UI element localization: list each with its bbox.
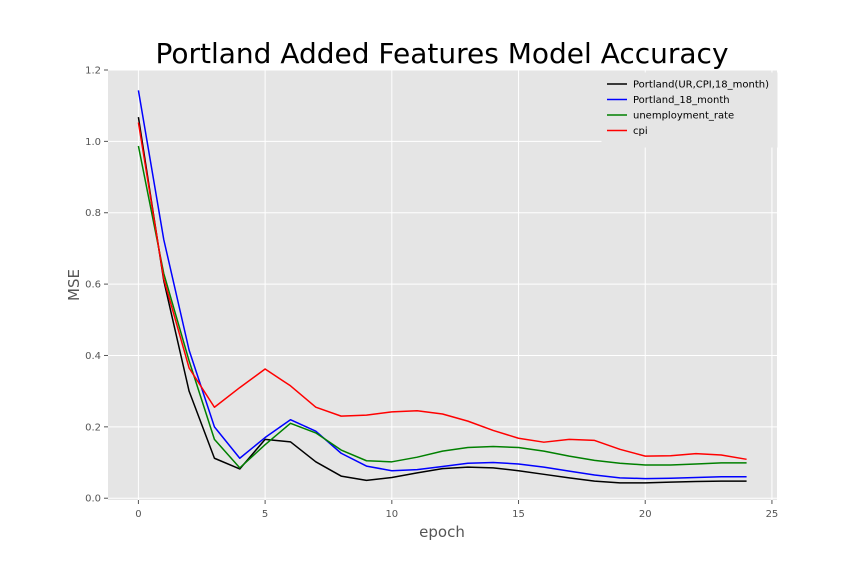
legend-label: Portland_18_month bbox=[633, 95, 730, 106]
legend-label: cpi bbox=[633, 126, 648, 137]
x-tick-label: 20 bbox=[639, 509, 652, 520]
grid bbox=[108, 69, 777, 500]
x-tick-label: 25 bbox=[766, 509, 779, 520]
y-tick-label: 1.2 bbox=[85, 66, 101, 77]
legend-label: unemployment_rate bbox=[633, 111, 734, 122]
series-lines bbox=[137, 90, 747, 484]
x-axis-label: epoch bbox=[419, 523, 465, 541]
y-tick-label: 0.0 bbox=[85, 494, 101, 505]
series-line-unemployment-rate bbox=[137, 145, 747, 469]
series-line-portland-ur-cpi-18-month bbox=[137, 116, 747, 484]
series-line-cpi bbox=[137, 122, 747, 461]
y-tick-label: 0.4 bbox=[85, 351, 101, 362]
y-tick-label: 1.0 bbox=[85, 137, 101, 148]
x-tick-label: 0 bbox=[135, 509, 141, 520]
axis-ticks: 0 5 10 15 20 25 0.0 0.2 0.4 0.6 0.8 1.0 1.2 bbox=[85, 66, 778, 521]
y-tick-label: 0.6 bbox=[85, 280, 101, 291]
y-axis-label: MSE bbox=[65, 269, 83, 301]
x-tick-label: 5 bbox=[262, 509, 268, 520]
legend: Portland(UR,CPI,18_month) Portland_18_mon… bbox=[601, 72, 778, 148]
legend-box bbox=[601, 72, 778, 148]
y-tick-label: 0.2 bbox=[85, 422, 101, 433]
x-tick-label: 10 bbox=[385, 509, 398, 520]
series-line-portland-18-month bbox=[137, 90, 747, 480]
y-tick-label: 0.8 bbox=[85, 208, 101, 219]
x-tick-label: 15 bbox=[512, 509, 525, 520]
legend-label: Portland(UR,CPI,18_month) bbox=[633, 80, 769, 91]
chart-title: Portland Added Features Model Accuracy bbox=[155, 37, 728, 70]
